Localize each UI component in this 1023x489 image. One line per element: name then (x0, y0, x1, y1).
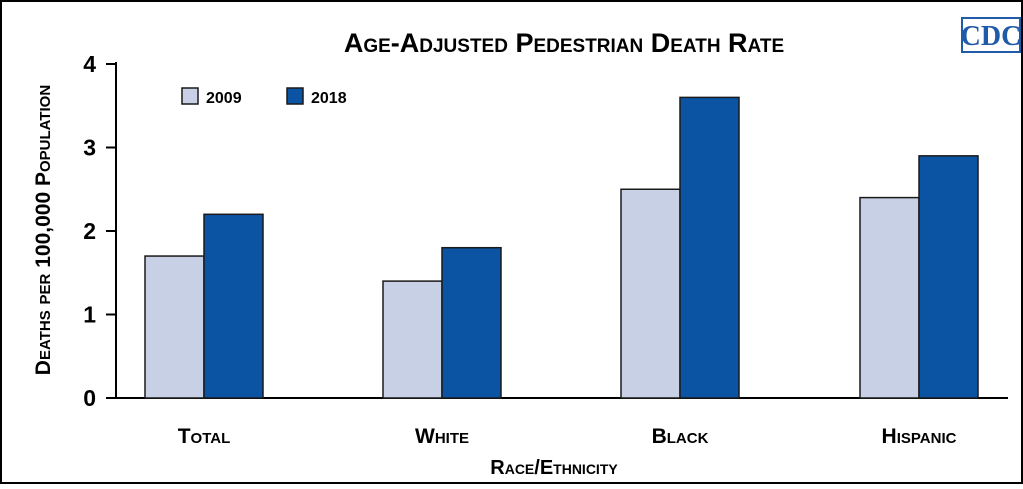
legend: 2009 2018 (181, 87, 347, 107)
bars (144, 96, 979, 399)
cdc-logo: CDC (961, 17, 1022, 53)
cdc-logo-text: CDC (961, 21, 1022, 52)
bar-hispanic-2018 (918, 155, 979, 399)
chart-title: Age-Adjusted Pedestrian Death Rate (344, 28, 784, 58)
legend-label-2009: 2009 (206, 90, 242, 107)
x-tick-label: Total (178, 425, 231, 448)
legend-swatch-2018 (286, 87, 304, 105)
x-axis-label: Race/Ethnicity (490, 457, 618, 479)
bar-white-2018 (441, 246, 502, 399)
y-tick-label: 1 (83, 302, 96, 328)
x-tick-label: Black (652, 425, 709, 448)
bar-white-2009 (382, 280, 443, 399)
bar-black-2009 (620, 188, 681, 399)
legend-label-2018: 2018 (311, 90, 347, 107)
y-tick-label: 0 (83, 385, 96, 411)
x-tick-label: Hispanic (882, 425, 957, 448)
cdc-logo-box (961, 17, 1021, 53)
y-tick-label: 4 (83, 51, 96, 77)
y-ticks: 0 1 2 3 4 (83, 51, 116, 411)
x-tick-labels: Total White Black Hispanic (178, 425, 957, 448)
y-axis-label: Deaths per 100,000 Population (32, 85, 55, 375)
legend-swatch-2009 (181, 87, 199, 105)
bar-black-2018 (679, 96, 740, 399)
y-tick-label: 2 (83, 218, 96, 244)
bar-total-2018 (203, 213, 264, 399)
x-tick-label: White (415, 425, 469, 448)
bar-total-2009 (144, 255, 205, 399)
bar-hispanic-2009 (859, 196, 920, 399)
y-tick-label: 3 (83, 135, 96, 161)
